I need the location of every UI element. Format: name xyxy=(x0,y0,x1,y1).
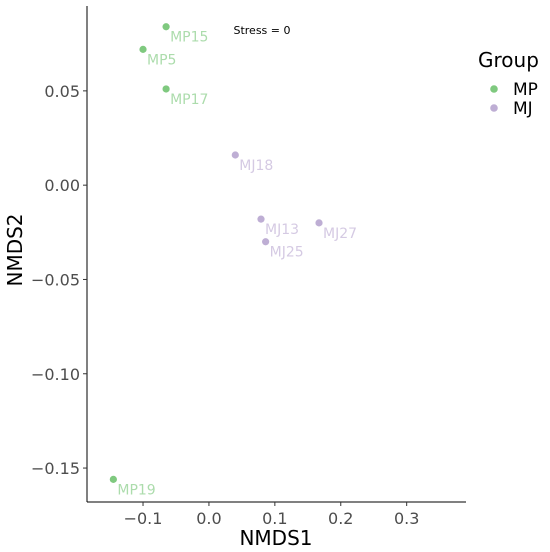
legend-swatch xyxy=(490,104,498,112)
y-tick-label: 0.00 xyxy=(44,176,80,195)
x-tick-label: 0.2 xyxy=(328,509,353,528)
legend-swatch xyxy=(490,85,498,93)
data-point-mj13: MJ13 xyxy=(257,215,299,238)
x-tick-label: −0.1 xyxy=(124,509,163,528)
point-marker xyxy=(162,23,170,31)
y-tick-label: 0.05 xyxy=(44,82,80,101)
point-marker xyxy=(257,215,265,223)
data-points: MP15 MP5 MP17 MP19 MJ18 MJ13 MJ27 MJ25 xyxy=(109,23,357,498)
data-point-mp17: MP17 xyxy=(162,85,208,108)
x-tick-label: 0.1 xyxy=(262,509,287,528)
stress-annotation: Stress = 0 xyxy=(233,24,290,37)
point-marker xyxy=(262,238,270,246)
data-point-mj27: MJ27 xyxy=(315,219,357,242)
point-label: MJ13 xyxy=(265,222,299,238)
axes xyxy=(86,6,466,503)
data-point-mj18: MJ18 xyxy=(231,151,273,174)
legend-entry-mp: MP xyxy=(490,80,538,100)
point-label: MJ25 xyxy=(270,245,304,261)
point-marker xyxy=(315,219,323,227)
y-tick-label: −0.15 xyxy=(31,459,80,478)
data-point-mp19: MP19 xyxy=(109,475,156,498)
legend-label: MP xyxy=(513,80,538,100)
point-label: MP15 xyxy=(170,30,208,46)
point-label: MJ27 xyxy=(323,226,357,242)
point-label: MJ18 xyxy=(239,158,273,174)
point-label: MP5 xyxy=(147,52,176,68)
legend-title: Group xyxy=(478,48,539,72)
point-marker xyxy=(231,151,239,159)
y-axis-ticks: −0.15 −0.10 −0.05 0.00 0.05 xyxy=(31,82,87,478)
legend-entry-mj: MJ xyxy=(490,99,533,119)
point-label: MP17 xyxy=(170,92,208,108)
x-tick-label: 0.0 xyxy=(196,509,221,528)
point-label: MP19 xyxy=(117,482,155,498)
x-tick-label: 0.3 xyxy=(394,509,419,528)
x-axis-ticks: −0.1 0.0 0.1 0.2 0.3 xyxy=(124,502,419,528)
point-marker xyxy=(109,475,117,483)
legend-label: MJ xyxy=(513,99,533,119)
point-marker xyxy=(139,45,147,53)
data-point-mj25: MJ25 xyxy=(262,238,304,261)
x-axis-title: NMDS1 xyxy=(239,526,312,550)
y-tick-label: −0.10 xyxy=(31,365,80,384)
data-point-mp15: MP15 xyxy=(162,23,208,46)
data-point-mp5: MP5 xyxy=(139,45,176,68)
y-tick-label: −0.05 xyxy=(31,270,80,289)
point-marker xyxy=(162,85,170,93)
y-axis-title: NMDS2 xyxy=(3,213,27,286)
